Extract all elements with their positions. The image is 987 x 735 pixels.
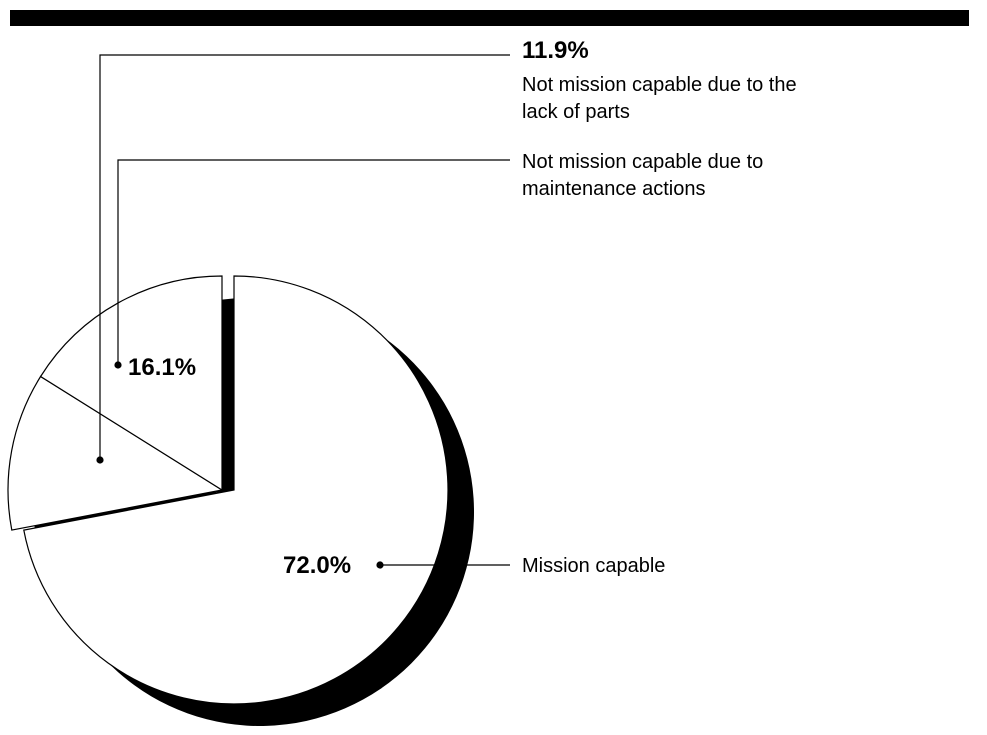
desc-mission-capable: Mission capable [522,555,665,577]
leader-mission-capable-dot [376,561,384,569]
pct-label-mission-capable: 72.0% [283,552,351,579]
leader-lines [96,54,510,569]
leader-lack-of-parts [99,54,510,460]
pct-label-lack-of-parts: 11.9% [522,37,589,64]
leader-maintenance [117,159,510,365]
desc-maintenance-line-1: Not mission capable due to [522,151,763,173]
pie-slices [7,275,449,705]
header-bar [10,10,969,26]
desc-lack-of-parts-line-2: lack of parts [522,101,630,123]
leader-maintenance-dot [114,361,122,369]
pct-label-maintenance: 16.1% [128,354,196,381]
desc-maintenance-line-2: maintenance actions [522,178,705,200]
slice-mission-capable [23,275,449,705]
leader-lack-of-parts-dot [96,456,104,464]
slice-labels: 11.9% Not mission capable due to the lac… [128,37,797,579]
slice-lack-of-parts [7,375,224,531]
desc-lack-of-parts-line-1: Not mission capable due to the [522,74,797,96]
